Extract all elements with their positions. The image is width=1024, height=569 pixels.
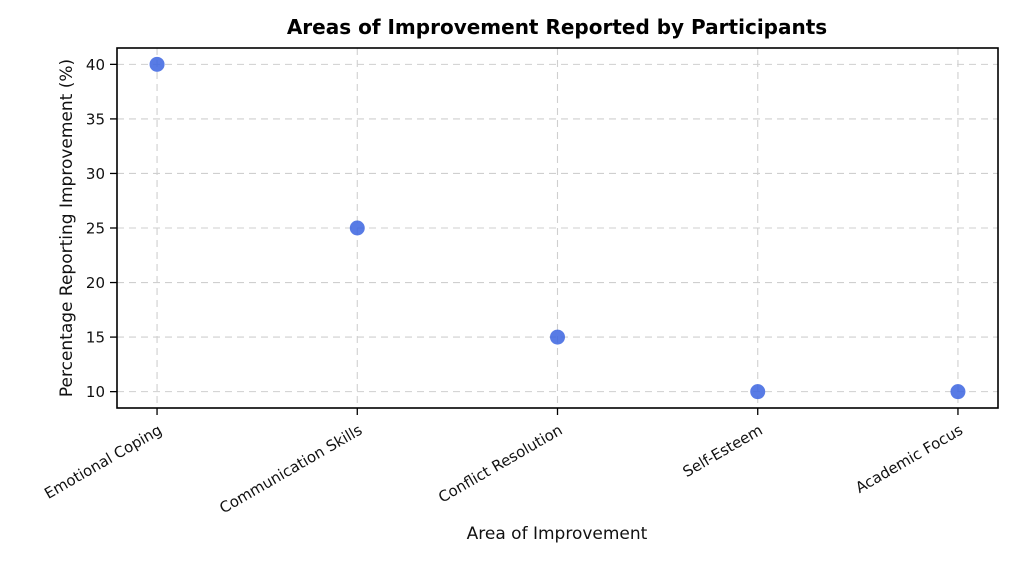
x-tick-label: Conflict Resolution [435,421,565,507]
y-tick-label: 25 [86,220,105,238]
x-tick-label: Communication Skills [216,421,365,517]
x-tick-label: Emotional Coping [41,421,165,503]
y-tick-label: 40 [86,56,105,74]
ticks-layer [110,63,959,415]
data-point [149,56,165,72]
points-layer [149,56,966,400]
x-axis-label: Area of Improvement [467,524,648,544]
y-tick-label: 10 [86,383,105,401]
y-tick-label: 35 [86,110,105,128]
data-point [950,384,966,400]
chart-title: Areas of Improvement Reported by Partici… [287,15,827,39]
y-tick-label: 20 [86,274,105,292]
grid-layer [117,48,998,408]
y-axis-label: Percentage Reporting Improvement (%) [57,59,77,397]
data-point [550,329,565,345]
x-tick-label: Self-Esteem [680,421,766,481]
data-point [349,220,365,236]
data-point [750,384,766,400]
y-tick-label: 15 [86,329,105,347]
y-tick-label: 30 [86,165,105,183]
x-tick-label: Academic Focus [852,421,966,497]
